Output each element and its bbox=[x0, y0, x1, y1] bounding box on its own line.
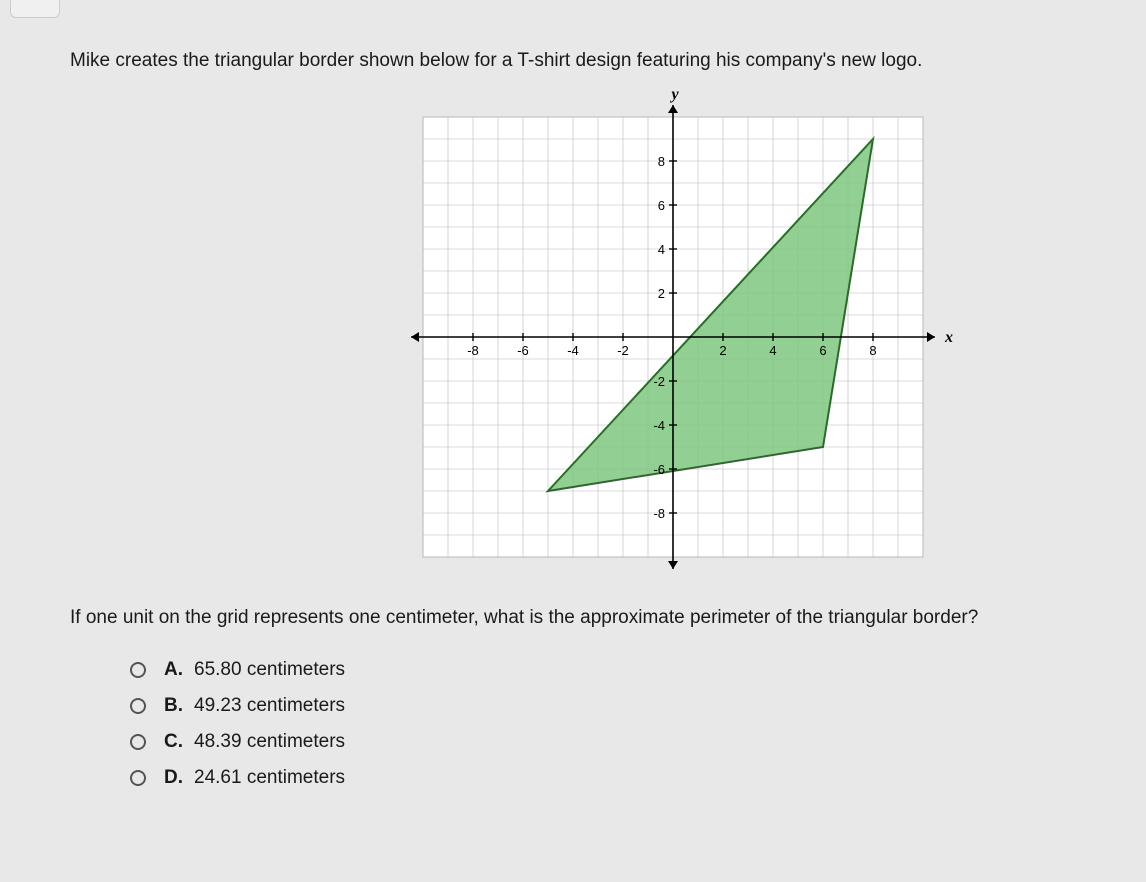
radio-icon[interactable] bbox=[130, 662, 146, 678]
option-letter: D. bbox=[164, 767, 194, 789]
option-text: 49.23 centimeters bbox=[194, 695, 345, 717]
option-text: 48.39 centimeters bbox=[194, 731, 345, 753]
tab-fragment bbox=[10, 0, 60, 18]
option-text: 24.61 centimeters bbox=[194, 767, 345, 789]
radio-icon[interactable] bbox=[130, 698, 146, 714]
question-prompt: Mike creates the triangular border shown… bbox=[70, 50, 1076, 72]
svg-text:x: x bbox=[944, 329, 953, 346]
svg-text:8: 8 bbox=[658, 154, 665, 169]
option-text: 65.80 centimeters bbox=[194, 659, 345, 681]
question-followup: If one unit on the grid represents one c… bbox=[70, 607, 1076, 629]
graph-svg: -8 -6 -4 -2 2 4 6 8 8 6 4 2 -2 -4 -6 -8 x y bbox=[393, 87, 953, 587]
svg-text:y: y bbox=[669, 87, 679, 103]
option-d[interactable]: D. 24.61 centimeters bbox=[130, 767, 1076, 789]
option-letter: A. bbox=[164, 659, 194, 681]
svg-text:4: 4 bbox=[658, 242, 665, 257]
option-letter: C. bbox=[164, 731, 194, 753]
svg-text:-2: -2 bbox=[653, 374, 665, 389]
svg-text:2: 2 bbox=[719, 343, 726, 358]
radio-icon[interactable] bbox=[130, 734, 146, 750]
svg-text:2: 2 bbox=[658, 286, 665, 301]
svg-text:-4: -4 bbox=[567, 343, 579, 358]
answer-options: A. 65.80 centimeters B. 49.23 centimeter… bbox=[130, 659, 1076, 789]
option-a[interactable]: A. 65.80 centimeters bbox=[130, 659, 1076, 681]
svg-text:6: 6 bbox=[819, 343, 826, 358]
svg-text:4: 4 bbox=[769, 343, 776, 358]
radio-icon[interactable] bbox=[130, 770, 146, 786]
svg-text:8: 8 bbox=[869, 343, 876, 358]
svg-text:-6: -6 bbox=[517, 343, 529, 358]
svg-text:-8: -8 bbox=[467, 343, 479, 358]
coordinate-graph: -8 -6 -4 -2 2 4 6 8 8 6 4 2 -2 -4 -6 -8 x y bbox=[270, 87, 1076, 587]
svg-text:-8: -8 bbox=[653, 506, 665, 521]
svg-text:-4: -4 bbox=[653, 418, 665, 433]
option-b[interactable]: B. 49.23 centimeters bbox=[130, 695, 1076, 717]
option-c[interactable]: C. 48.39 centimeters bbox=[130, 731, 1076, 753]
svg-text:6: 6 bbox=[658, 198, 665, 213]
svg-text:-2: -2 bbox=[617, 343, 629, 358]
option-letter: B. bbox=[164, 695, 194, 717]
svg-text:-6: -6 bbox=[653, 462, 665, 477]
